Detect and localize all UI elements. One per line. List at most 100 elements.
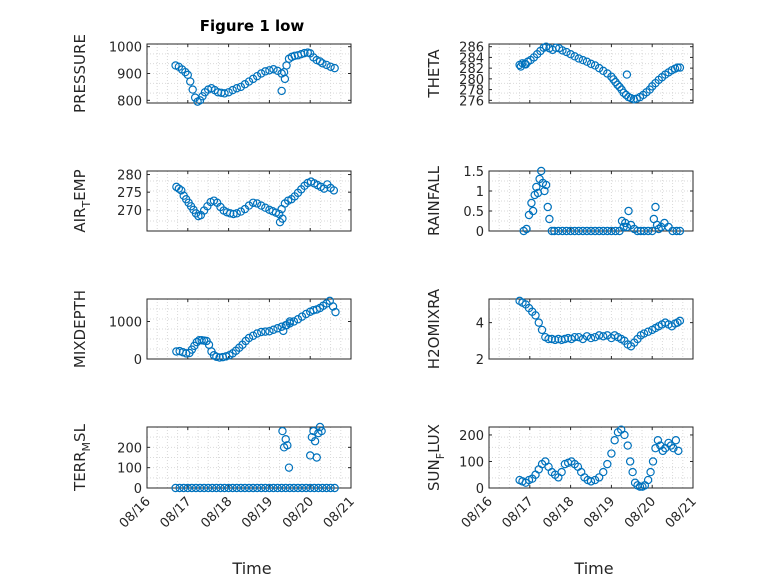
data-point [639, 226, 649, 236]
data-point [574, 332, 583, 342]
data-point [188, 85, 197, 94]
data-point [212, 483, 221, 493]
subplot-7: 08/16 08/17 08/18 08/19 08/20 08/21 0 100 200 TER… [71, 422, 358, 531]
data-point [309, 426, 318, 436]
data-point [300, 48, 309, 58]
data-point [527, 198, 536, 208]
y-tick-label: 4 [476, 317, 484, 332]
data-point [654, 224, 663, 234]
data-point [607, 226, 616, 236]
data-point [248, 331, 258, 340]
y-tick-label: 800 [117, 94, 142, 109]
data-point [191, 483, 201, 493]
data-point [534, 465, 543, 474]
data-point [191, 209, 201, 218]
data-point [252, 483, 262, 493]
data-point [310, 437, 320, 446]
data-point [628, 467, 637, 477]
subplot-6: 2 4 H2OMIXRA [425, 288, 694, 369]
data-point [652, 220, 662, 230]
axes-box [488, 298, 694, 360]
data-point [671, 436, 681, 445]
data-point [675, 316, 685, 326]
data-point [317, 426, 326, 436]
data-point [177, 186, 186, 195]
data-point [562, 47, 571, 57]
data-point [578, 226, 588, 236]
data-point [277, 86, 286, 96]
data-point [673, 63, 682, 72]
data-point [610, 436, 619, 445]
data-point [570, 226, 579, 236]
x-tick-label: 08/19 [239, 494, 276, 531]
data-point [318, 59, 327, 68]
data-point [582, 226, 592, 236]
data-point [257, 201, 266, 210]
data-point [558, 226, 567, 236]
data-point [228, 483, 237, 493]
data-point [257, 69, 266, 78]
x-tick-label: 08/17 [500, 494, 537, 531]
data-point [297, 483, 307, 493]
y-tick-label: 0 [134, 353, 142, 368]
data-point [537, 166, 546, 176]
data-point [322, 60, 331, 70]
data-point [603, 226, 612, 236]
data-point [578, 55, 588, 65]
y-axis-label: RAINFALL [425, 165, 443, 236]
data-point [611, 226, 620, 236]
y-tick-label: 1 [476, 185, 484, 200]
y-tick-label: 282 [459, 62, 484, 77]
axes-box [488, 426, 694, 489]
data-point [330, 63, 339, 73]
data-point [171, 483, 180, 493]
data-point [669, 444, 678, 453]
data-point [212, 352, 221, 361]
data-point [265, 327, 274, 336]
data-point [257, 327, 266, 337]
data-point [586, 226, 596, 236]
y-tick-label: 1000 [109, 41, 142, 56]
data-point [261, 67, 270, 76]
data-point [675, 226, 685, 236]
data-point [181, 67, 190, 77]
data-point [541, 180, 551, 190]
x-axis-label-left: Time [231, 559, 271, 578]
data-point [586, 333, 596, 343]
data-point [329, 186, 339, 195]
y-tick-label: 270 [117, 204, 142, 219]
data-point [590, 332, 600, 342]
data-point [240, 483, 250, 493]
data-point [532, 182, 541, 192]
data-point [273, 483, 282, 493]
data-point [310, 483, 319, 493]
data-point [574, 226, 583, 236]
data-point [599, 332, 608, 341]
data-point [558, 46, 567, 55]
data-point [566, 49, 575, 59]
data-point [611, 77, 620, 87]
data-point [658, 446, 668, 456]
data-point [540, 186, 549, 196]
data-point [625, 457, 635, 466]
y-axis-label: MIXDEPTH [71, 290, 89, 368]
data-point [244, 333, 254, 343]
axes-box [146, 170, 352, 232]
x-tick-label: 08/20 [622, 494, 659, 531]
data-point [603, 459, 612, 469]
data-point [522, 224, 531, 234]
y-axis-label: H2OMIXRA [425, 288, 443, 369]
data-point [195, 483, 205, 493]
data-point [648, 457, 658, 466]
data-point [281, 483, 290, 493]
data-point [181, 349, 191, 358]
y-tick-label: 2 [476, 353, 484, 368]
data-point [232, 84, 241, 93]
data-point [315, 422, 325, 432]
figure-title: Figure 1 low [200, 17, 305, 35]
data-point [664, 438, 673, 448]
data-point [318, 483, 327, 493]
data-point [228, 85, 237, 95]
data-point [582, 57, 592, 66]
